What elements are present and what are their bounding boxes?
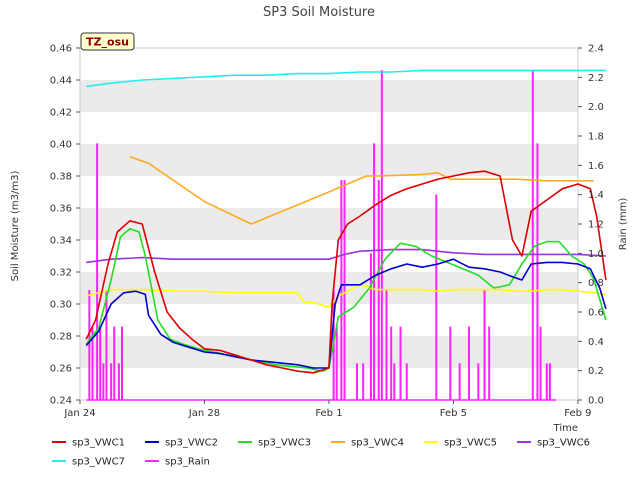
y-tick-label: 0.28: [50, 332, 72, 343]
x-tick-label: Feb 5: [440, 408, 467, 419]
legend-label: sp3_VWC2: [165, 438, 218, 449]
x-tick-label: Feb 1: [315, 408, 342, 419]
grid-band: [80, 208, 578, 240]
x-tick-label: Jan 28: [188, 408, 220, 419]
legend-item-sp3-vwc1: sp3_VWC1: [52, 438, 125, 449]
y2-tick-label: 1.4: [588, 190, 604, 201]
y2-tick-label: 2.2: [588, 73, 604, 84]
legend: sp3_VWC1 sp3_VWC2 sp3_VWC3 sp3_VWC4 sp3_VWC5…: [52, 438, 590, 468]
legend-item-sp3-vwc5: sp3_VWC5: [424, 438, 497, 449]
legend-item-sp3-vwc3: sp3_VWC3: [238, 438, 311, 449]
legend-label: sp3_VWC7: [72, 457, 125, 468]
y2-tick-label: 0.0: [588, 396, 604, 407]
legend-item-sp3-vwc2: sp3_VWC2: [145, 438, 218, 449]
y2-tick-label: 1.2: [588, 220, 604, 231]
x-axis-label: Time: [553, 423, 578, 434]
y-tick-label: 0.24: [50, 396, 72, 407]
x-axis-ticks: Jan 24 Jan 28 Feb 1 Feb 5 Feb 9: [63, 400, 592, 419]
y-tick-label: 0.38: [50, 172, 72, 183]
legend-item-sp3-vwc6: sp3_VWC6: [517, 438, 590, 449]
station-badge-text: TZ_osu: [86, 36, 129, 49]
grid-band: [80, 272, 578, 304]
legend-item-sp3-rain: sp3_Rain: [145, 457, 210, 468]
sp3-vwc7-line: [86, 69, 606, 88]
sp3-vwc5-line: [86, 283, 607, 309]
y-tick-label: 0.36: [50, 204, 72, 215]
y2-tick-label: 1.6: [588, 161, 604, 172]
y2-tick-label: 2.0: [588, 102, 604, 113]
left-axis-ticks: 0.24 0.26 0.28 0.30 0.32 0.34 0.36 0.38 0.40 0.42…: [50, 44, 80, 407]
legend-item-sp3-vwc4: sp3_VWC4: [331, 438, 404, 449]
y-tick-label: 0.30: [50, 300, 72, 311]
legend-label: sp3_VWC1: [72, 438, 125, 449]
x-tick-label: Jan 24: [63, 408, 95, 419]
x-tick-label: Feb 9: [564, 408, 591, 419]
right-axis-ticks: 0.0 0.2 0.4 0.6 0.8 1.0 1.2 1.4 1.6 1.8 2.0 2.2 2.4: [578, 44, 604, 407]
legend-label: sp3_VWC5: [444, 438, 497, 449]
legend-label: sp3_VWC6: [537, 438, 590, 449]
y-tick-label: 0.42: [50, 108, 72, 119]
y-tick-label: 0.34: [50, 236, 72, 247]
y-tick-label: 0.46: [50, 44, 72, 55]
y2-tick-label: 0.8: [588, 278, 604, 289]
y2-tick-label: 1.0: [588, 249, 604, 260]
legend-label: sp3_VWC4: [351, 438, 404, 449]
y2-axis-label: Rain (mm): [618, 198, 629, 251]
series-layer: [85, 69, 607, 401]
station-badge: TZ_osu: [80, 32, 135, 51]
y-axis-label: Soil Moisture (m3/m3): [10, 171, 21, 282]
plot-bands: [80, 80, 578, 368]
y-tick-label: 0.26: [50, 364, 72, 375]
y-tick-label: 0.32: [50, 268, 72, 279]
y-tick-label: 0.40: [50, 140, 72, 151]
sp3-vwc1-line: [85, 170, 607, 374]
sp3-vwc3-line: [85, 228, 607, 373]
legend-label: sp3_Rain: [165, 457, 210, 468]
y2-tick-label: 2.4: [588, 44, 604, 55]
chart-title: SP3 Soil Moisture: [263, 5, 375, 20]
sp3-vwc4-line: [129, 156, 594, 225]
y2-tick-label: 0.6: [588, 308, 604, 319]
grid-band: [80, 80, 578, 112]
station-badge-box: [80, 32, 135, 51]
y-tick-label: 0.44: [50, 76, 72, 87]
y2-tick-label: 0.4: [588, 337, 604, 348]
legend-label: sp3_VWC3: [258, 438, 311, 449]
grid-band: [80, 144, 578, 176]
y2-tick-label: 0.2: [588, 366, 604, 377]
legend-item-sp3-vwc7: sp3_VWC7: [52, 457, 125, 468]
sp3-vwc2-line: [85, 258, 607, 369]
y2-tick-label: 1.8: [588, 132, 604, 143]
